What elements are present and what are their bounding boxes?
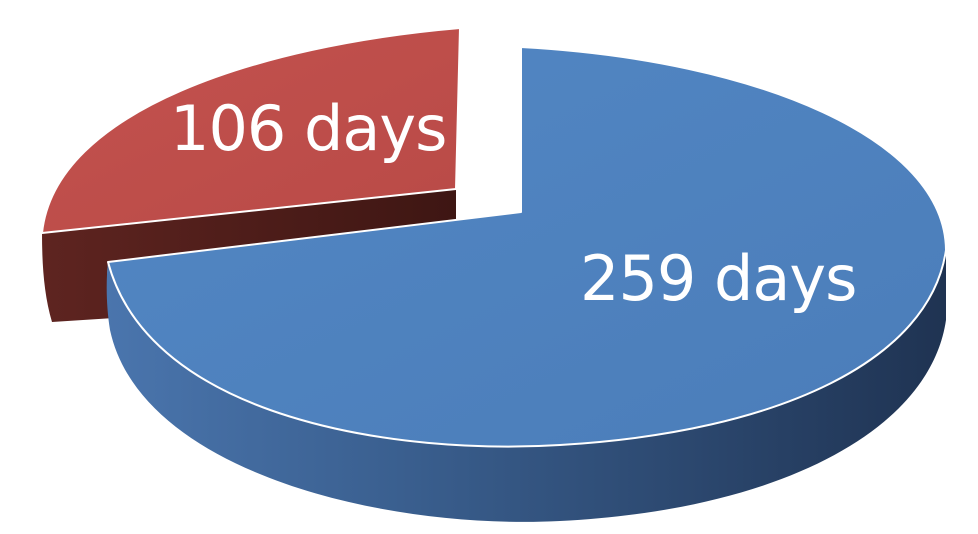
slice-259-days: 259 days bbox=[106, 46, 947, 522]
slice-106-days: 106 days bbox=[41, 27, 461, 322]
slice-label-106: 106 days bbox=[170, 92, 446, 165]
slice-259-side bbox=[106, 250, 947, 522]
slice-106-top bbox=[41, 27, 461, 234]
slice-label-259: 259 days bbox=[580, 242, 856, 315]
slice-259-top bbox=[107, 46, 947, 448]
